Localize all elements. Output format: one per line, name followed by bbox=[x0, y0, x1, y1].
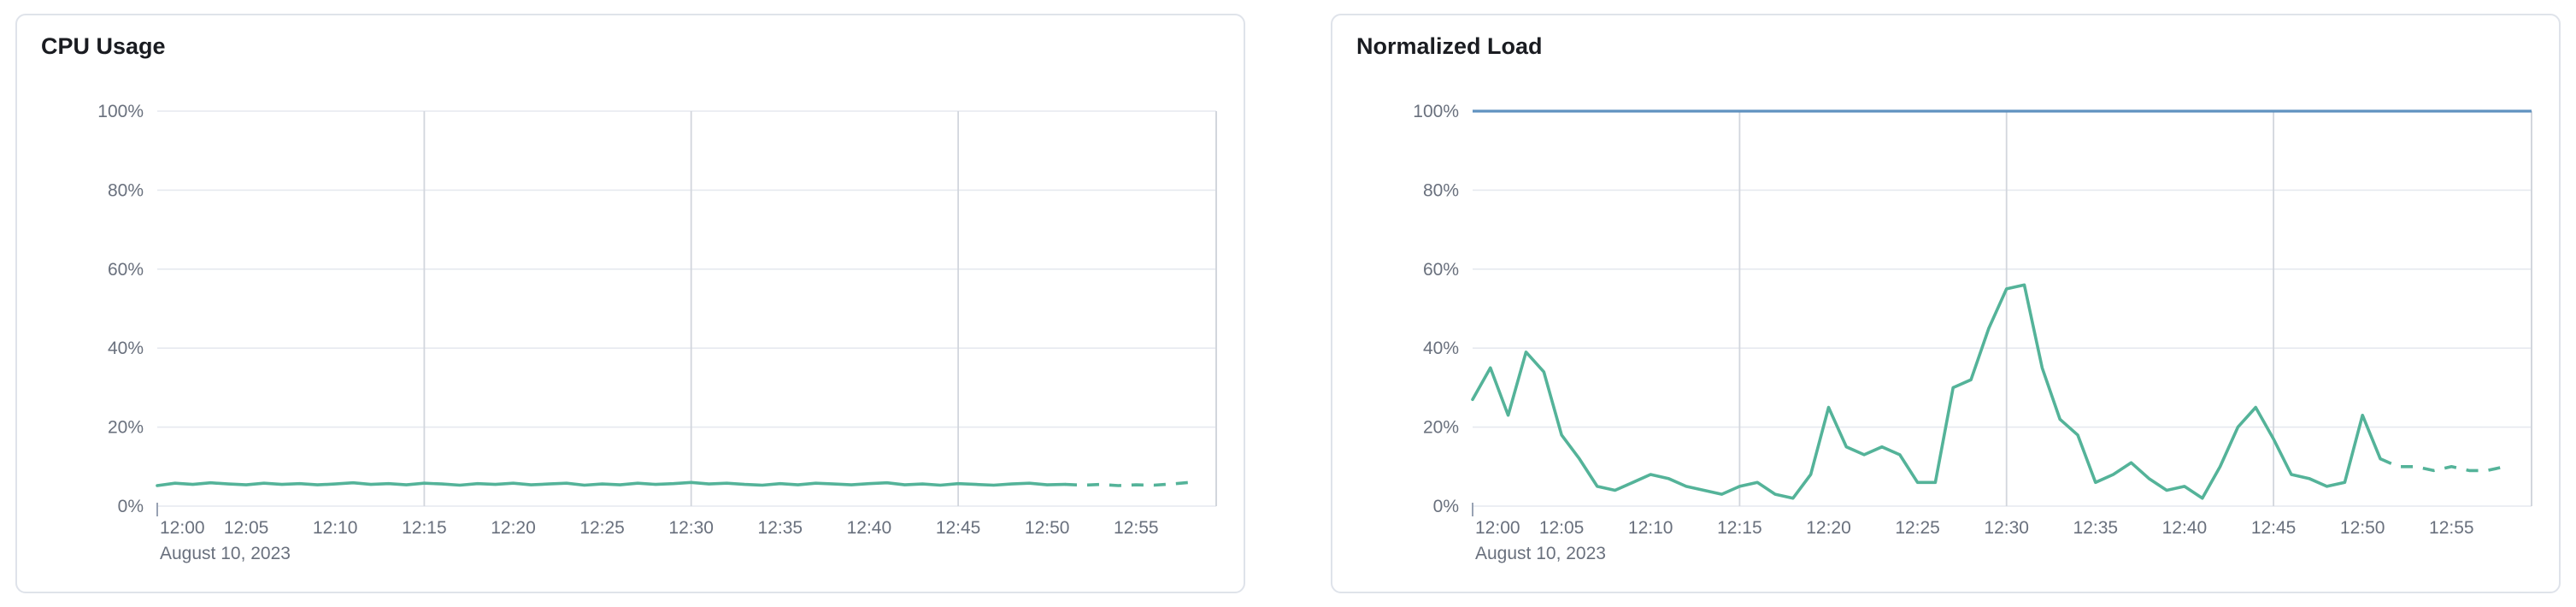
y-tick-label: 40% bbox=[108, 339, 144, 359]
series-cpu-usage bbox=[156, 480, 1067, 488]
chart-svg: 0%20%40%60%80%100%12:00 12:05 12:10 12:15 12… bbox=[97, 102, 1217, 563]
v-gridlines bbox=[1738, 111, 2532, 507]
x-tick-label: 12:25 bbox=[1895, 518, 1940, 538]
x-axis-date-label: August 10, 2023 bbox=[160, 544, 291, 563]
x-tick-label: 12:05 bbox=[224, 518, 269, 538]
x-axis: 12:00 12:05 12:10 12:15 12:20 12:25 12:30 12:35… bbox=[1472, 503, 2474, 563]
y-tick-label: 100% bbox=[97, 102, 144, 121]
y-tick-label: 0% bbox=[118, 497, 144, 516]
series-cpu-usage-forecast bbox=[1064, 480, 1190, 488]
x-tick-label: 12:55 bbox=[1114, 518, 1159, 538]
normalized-load-panel-title: Normalized Load bbox=[1356, 33, 1543, 59]
x-axis: 12:00 12:05 12:10 12:15 12:20 12:25 12:30 12:35… bbox=[156, 503, 1159, 563]
x-tick-label: 12:00 bbox=[160, 518, 205, 538]
x-tick-label: 12:50 bbox=[1025, 518, 1070, 538]
x-tick-label: 12:15 bbox=[1717, 518, 1762, 538]
x-tick-label: 12:35 bbox=[2073, 518, 2119, 538]
panel-cpu-usage: CPU Usage 0% 20% 40% 60% 80% 100% 12:00 12:05 12… bbox=[15, 14, 1245, 593]
x-tick-label: 12:10 bbox=[313, 518, 358, 538]
x-tick-label: 12:25 bbox=[579, 518, 625, 538]
series-normalized-load bbox=[1471, 283, 2382, 500]
y-tick-label: 0% bbox=[1433, 497, 1459, 516]
x-tick-label: 12:20 bbox=[1806, 518, 1851, 538]
v-gridlines bbox=[423, 111, 1217, 507]
chart-svg: 0%20%40%60%80%100%12:00 12:05 12:10 12:15 12… bbox=[1413, 102, 2532, 563]
x-axis-date-label: August 10, 2023 bbox=[1475, 544, 1606, 563]
y-axis: 0% 20% 40% 60% 80% 100% bbox=[97, 102, 1216, 516]
y-tick-label: 60% bbox=[1423, 260, 1459, 280]
x-tick-label: 12:10 bbox=[1628, 518, 1673, 538]
y-tick-label: 60% bbox=[108, 260, 144, 280]
y-tick-label: 20% bbox=[1423, 418, 1459, 438]
x-tick-label: 12:20 bbox=[491, 518, 536, 538]
x-tick-label: 12:45 bbox=[936, 518, 981, 538]
y-tick-label: 40% bbox=[1423, 339, 1459, 359]
panel-normalized-load: Normalized Load 0% 20% 40% 60% 80% 100% 12:00 1… bbox=[1331, 14, 2561, 593]
x-tick-label: 12:15 bbox=[402, 518, 447, 538]
cpu-usage-panel-title: CPU Usage bbox=[41, 33, 166, 59]
x-tick-label: 12:30 bbox=[1984, 518, 2029, 538]
x-tick-label: 12:50 bbox=[2340, 518, 2385, 538]
x-tick-label: 12:55 bbox=[2429, 518, 2474, 538]
cpu-usage-chart[interactable]: 0% 20% 40% 60% 80% 100% 12:00 12:05 12:10 12:15 12… bbox=[34, 67, 1226, 588]
x-tick-label: 12:40 bbox=[2162, 518, 2208, 538]
normalized-load-chart[interactable]: 0% 20% 40% 60% 80% 100% 12:00 12:05 12:10 12:15 12… bbox=[1350, 67, 2542, 588]
y-tick-label: 100% bbox=[1413, 102, 1459, 121]
x-tick-label: 12:45 bbox=[2251, 518, 2297, 538]
x-tick-label: 12:40 bbox=[847, 518, 892, 538]
y-tick-label: 80% bbox=[1423, 181, 1459, 201]
x-tick-label: 12:35 bbox=[758, 518, 803, 538]
y-tick-label: 80% bbox=[108, 181, 144, 201]
x-tick-label: 12:00 bbox=[1475, 518, 1520, 538]
y-axis: 0% 20% 40% 60% 80% 100% bbox=[1413, 102, 2532, 516]
x-tick-label: 12:30 bbox=[668, 518, 714, 538]
y-tick-label: 20% bbox=[108, 418, 144, 438]
series-normalized-load-forecast bbox=[2379, 457, 2506, 473]
x-tick-label: 12:05 bbox=[1539, 518, 1585, 538]
